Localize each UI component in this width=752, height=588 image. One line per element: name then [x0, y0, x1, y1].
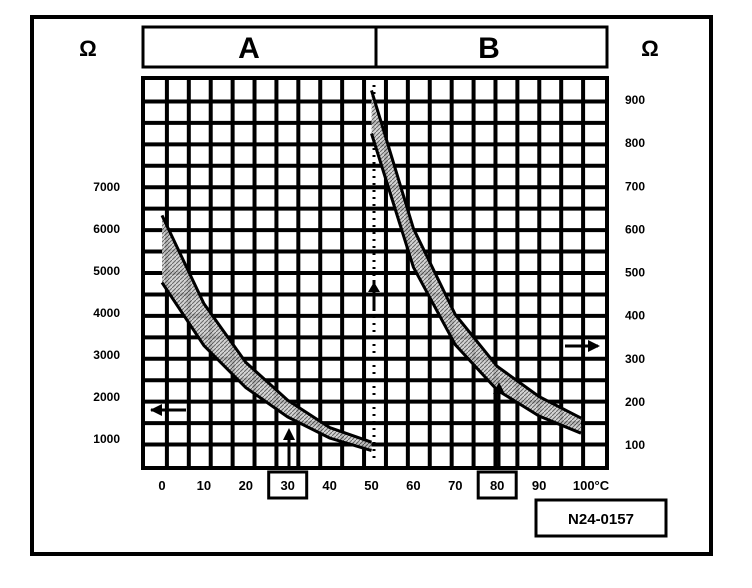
right-axis-unit: Ω [641, 36, 659, 61]
right-y-tick-label: 900 [625, 93, 645, 107]
right-y-tick-label: 700 [625, 179, 645, 193]
right-y-tick-label: 500 [625, 266, 645, 280]
tolerance-band-b [371, 90, 581, 434]
x-tick-label: 30 [280, 478, 294, 493]
arrowhead-up-b [493, 382, 505, 394]
x-tick-label: 40 [322, 478, 336, 493]
panel-label-a: A [238, 32, 260, 65]
figure-code: N24-0157 [568, 511, 634, 528]
figure-frame [30, 15, 713, 556]
left-y-tick-label: 2000 [93, 390, 120, 404]
left-y-tick-label: 6000 [93, 222, 120, 236]
curve-a-upper [160, 214, 372, 444]
x-tick-labels: 0 10 20 30 40 50 60 70 80 90 100°C [158, 478, 609, 493]
curves [160, 89, 582, 453]
figure-code-box [534, 498, 668, 538]
x-tick-label: 50 [364, 478, 378, 493]
panel-label-b: B [478, 32, 500, 65]
x-tick-label: 0 [158, 478, 165, 493]
left-y-tick-label: 3000 [93, 348, 120, 362]
x-tick-highlight-box [267, 470, 309, 500]
tolerance-band-a [162, 215, 372, 451]
left-axis-unit: Ω [79, 36, 97, 61]
x-tick-label: 70 [448, 478, 462, 493]
x-tick-highlight-boxes [267, 470, 518, 500]
arrowhead-up-a [283, 428, 295, 440]
arrowhead-left-a [150, 404, 162, 416]
x-tick-label: 80 [490, 478, 504, 493]
left-y-tick-label: 7000 [93, 180, 120, 194]
curve-a-lower [160, 281, 372, 453]
right-y-tick-label: 800 [625, 136, 645, 150]
curve-b-upper [370, 89, 582, 420]
x-tick-highlight-box [476, 470, 518, 500]
arrowhead-right-b [588, 340, 600, 352]
left-y-tick-label: 4000 [93, 306, 120, 320]
right-y-tick-label: 100 [625, 438, 645, 452]
right-y-tick-label: 400 [625, 309, 645, 323]
left-y-tick-label: 1000 [93, 432, 120, 446]
right-y-tick-label: 200 [625, 395, 645, 409]
right-y-tick-labels: 900 800 700 600 500 400 300 200 100 [625, 93, 645, 452]
x-tick-label: 20 [239, 478, 253, 493]
arrowhead-center [368, 282, 380, 292]
x-tick-label: 60 [406, 478, 420, 493]
tolerance-bands [162, 90, 581, 451]
curve-b-lower [370, 133, 582, 435]
reading-arrows [150, 280, 600, 470]
x-tick-label: 10 [197, 478, 211, 493]
right-y-tick-label: 300 [625, 352, 645, 366]
right-y-tick-label: 600 [625, 222, 645, 236]
left-y-tick-label: 5000 [93, 264, 120, 278]
x-tick-label: 100°C [573, 478, 610, 493]
left-y-tick-labels: 7000 6000 5000 4000 3000 2000 1000 [93, 180, 120, 446]
x-tick-label: 90 [532, 478, 546, 493]
